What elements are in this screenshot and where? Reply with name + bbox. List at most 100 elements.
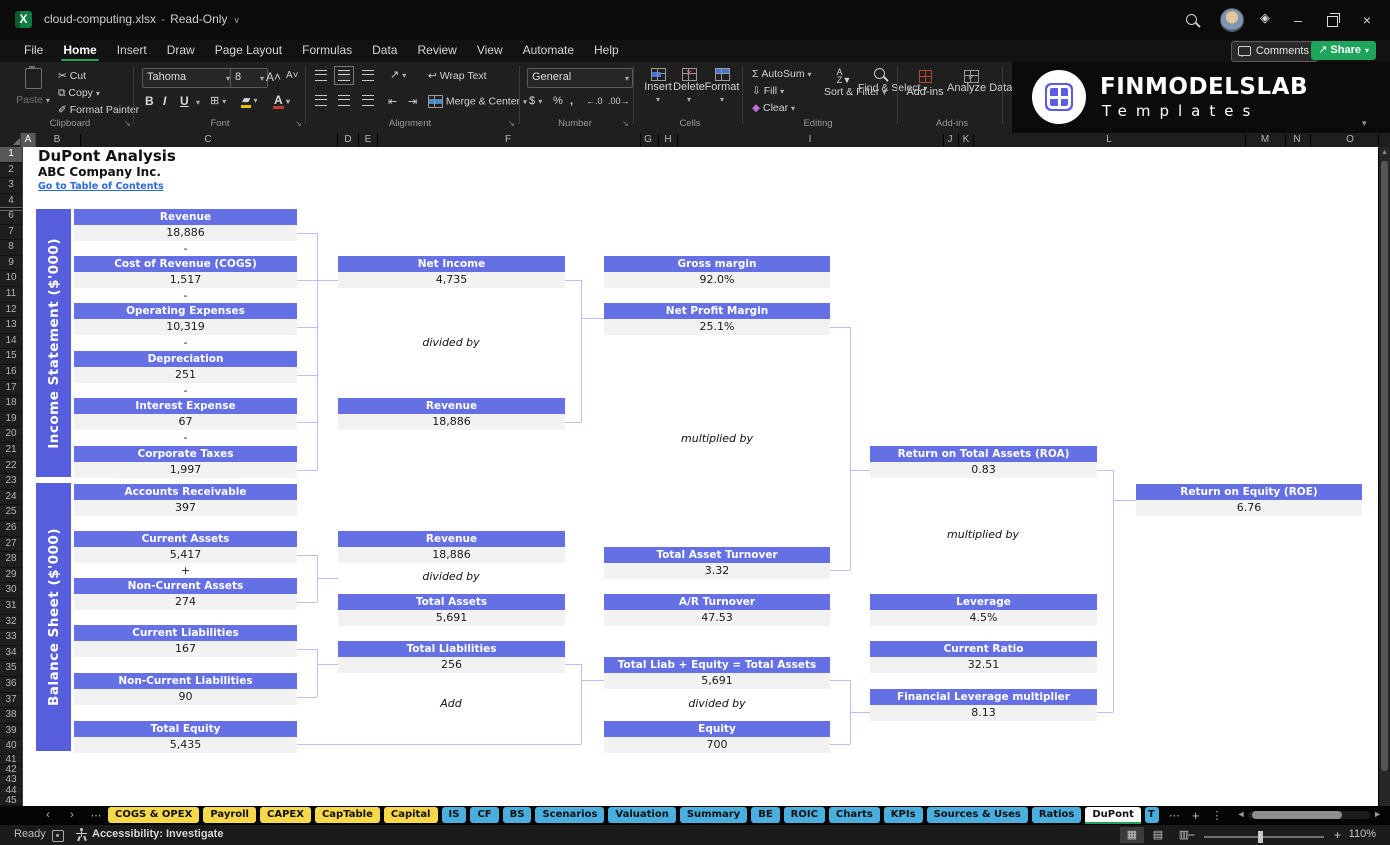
sheet-tab-payroll[interactable]: Payroll [203,807,256,823]
operator-cell[interactable]: - [183,289,188,302]
dupont-value-revenue[interactable]: 18,886 [74,225,297,241]
dupont-value-revenue[interactable]: 18,886 [338,414,565,430]
dupont-box-interest-expense[interactable]: Interest Expense [74,398,297,414]
more-sheets-left-button[interactable]: ⋯ [90,809,102,822]
zoom-out-button[interactable]: − [1188,828,1196,842]
menu-tab-review[interactable]: Review [417,43,457,57]
restore-button[interactable] [1318,9,1346,31]
row-header-34[interactable]: 34 [0,646,22,662]
row-header-27[interactable]: 27 [0,537,22,553]
dupont-value-gross-margin[interactable]: 92.0% [604,272,830,288]
column-header-o[interactable]: O [1346,134,1354,145]
dupont-box-corporate-taxes[interactable]: Corporate Taxes [74,446,297,462]
column-header-h[interactable]: H [664,134,672,145]
operator-cell[interactable]: - [183,242,188,255]
fill-color-button[interactable]: ▰ ▾ [240,94,258,108]
dupont-value-total-assets[interactable]: 5,691 [338,610,565,626]
dupont-box-non-current-assets[interactable]: Non-Current Assets [74,578,297,594]
dupont-value-depreciation[interactable]: 251 [74,367,297,383]
menu-tab-help[interactable]: Help [594,43,619,57]
row-header-15[interactable]: 15 [0,349,22,365]
zoom-level[interactable]: 110% [1348,828,1376,840]
dupont-value-revenue[interactable]: 18,886 [338,547,565,563]
dupont-value-total-liabilities[interactable]: 256 [338,657,565,673]
comma-style-button[interactable]: , [570,95,574,107]
sheet-tab-capital[interactable]: Capital [383,807,438,823]
copy-button[interactable]: ⧉ Copy ▾ [58,87,100,99]
dupont-value-a-r-turnover[interactable]: 47.53 [604,610,830,626]
align-right-button[interactable] [362,95,374,109]
column-header-m[interactable]: M [1260,134,1270,145]
row-header-21[interactable]: 21 [0,443,22,459]
sheet-tab-cf[interactable]: CF [470,807,499,823]
close-button[interactable]: × [1362,12,1372,28]
underline-button[interactable]: U [180,94,189,108]
format-painter-button[interactable]: ✐ Format Painter [58,104,140,116]
row-header-6[interactable]: 6 [0,209,22,225]
sheet-tab-sources-uses[interactable]: Sources & Uses [926,807,1028,823]
row-header-25[interactable]: 25 [0,505,22,521]
dupont-box-revenue[interactable]: Revenue [74,209,297,225]
accounting-format-button[interactable]: $ ▾ [529,95,543,107]
font-dialog-launcher-icon[interactable]: ↘ [295,119,302,128]
row-header-37[interactable]: 37 [0,693,22,709]
dupont-box-financial-leverage-multiplier[interactable]: Financial Leverage multiplier [870,689,1097,705]
dupont-value-leverage[interactable]: 4.5% [870,610,1097,626]
row-header-2[interactable]: 2 [0,163,22,178]
dupont-box-return-on-total-assets-roa[interactable]: Return on Total Assets (ROA) [870,446,1097,462]
ribbon-collapse-chevron-icon[interactable]: ▾ [1362,118,1367,128]
dupont-value-corporate-taxes[interactable]: 1,997 [74,462,297,478]
sheet-tab-roic[interactable]: ROIC [783,807,825,823]
sort-filter-button[interactable]: A Z▼ Sort & Filter ▾ [824,67,887,99]
dupont-value-return-on-total-assets-roa[interactable]: 0.83 [870,462,1097,478]
clear-button[interactable]: ◆ Clear ▾ [752,102,796,114]
dupont-box-accounts-receivable[interactable]: Accounts Receivable [74,484,297,500]
menu-tab-draw[interactable]: Draw [166,43,195,57]
menu-tab-view[interactable]: View [476,43,503,57]
operator-cell[interactable]: - [183,384,188,397]
page-layout-view-button[interactable]: ▤ [1152,829,1164,841]
addins-button[interactable]: Add-ins [903,70,947,98]
align-center-button[interactable] [338,95,350,109]
percent-style-button[interactable]: % [553,95,563,107]
operator-cell[interactable]: - [183,336,188,349]
row-header-14[interactable]: 14 [0,334,22,350]
search-icon[interactable] [1180,13,1202,28]
dupont-value-current-assets[interactable]: 5,417 [74,547,297,563]
dupont-box-cost-of-revenue-cogs[interactable]: Cost of Revenue (COGS) [74,256,297,272]
row-header-22[interactable]: 22 [0,459,22,475]
dupont-value-non-current-liabilities[interactable]: 90 [74,689,297,705]
tab-options-icon[interactable]: ⋮ [1211,809,1223,822]
column-header-c[interactable]: C [204,134,212,145]
underline-dropdown-icon[interactable]: ▾ [196,98,201,107]
borders-button[interactable]: ⊞ ▾ [210,95,227,107]
dupont-box-operating-expenses[interactable]: Operating Expenses [74,303,297,319]
dupont-value-cost-of-revenue-cogs[interactable]: 1,517 [74,272,297,288]
dupont-value-financial-leverage-multiplier[interactable]: 8.13 [870,705,1097,721]
row-header-39[interactable]: 39 [0,724,22,740]
format-cells-button[interactable]: Format ▾ [702,68,742,106]
operator-cell[interactable]: - [183,431,188,444]
bold-button[interactable]: B [145,94,154,108]
dupont-box-non-current-liabilities[interactable]: Non-Current Liabilities [74,673,297,689]
sheet-tab-captable[interactable]: CapTable [314,807,380,823]
menu-tab-formulas[interactable]: Formulas [302,43,353,57]
row-header-33[interactable]: 33 [0,630,22,646]
dupont-value-current-ratio[interactable]: 32.51 [870,657,1097,673]
column-header-e[interactable]: E [364,134,372,145]
column-header-k[interactable]: K [962,134,970,145]
alignment-dialog-launcher-icon[interactable]: ↘ [508,119,515,128]
sheet-tab-is[interactable]: IS [441,807,467,823]
horizontal-scrollbar-thumb[interactable] [1252,811,1342,819]
row-header-45[interactable]: 45 [0,795,22,806]
dupont-value-total-equity[interactable]: 5,435 [74,737,297,753]
increase-decimal-button[interactable]: ←.0 [586,96,603,106]
column-header-l[interactable]: L [1106,134,1112,145]
row-header-4[interactable]: 4 [0,194,22,209]
sheet-tab-cogs-opex[interactable]: COGS & OPEX [108,807,200,823]
row-header-1[interactable]: 1 [0,147,22,163]
shrink-font-button[interactable]: A˅ [286,70,299,81]
row-header-16[interactable]: 16 [0,365,22,381]
dupont-box-return-on-equity-roe[interactable]: Return on Equity (ROE) [1136,484,1362,500]
column-header-g[interactable]: G [644,134,652,145]
